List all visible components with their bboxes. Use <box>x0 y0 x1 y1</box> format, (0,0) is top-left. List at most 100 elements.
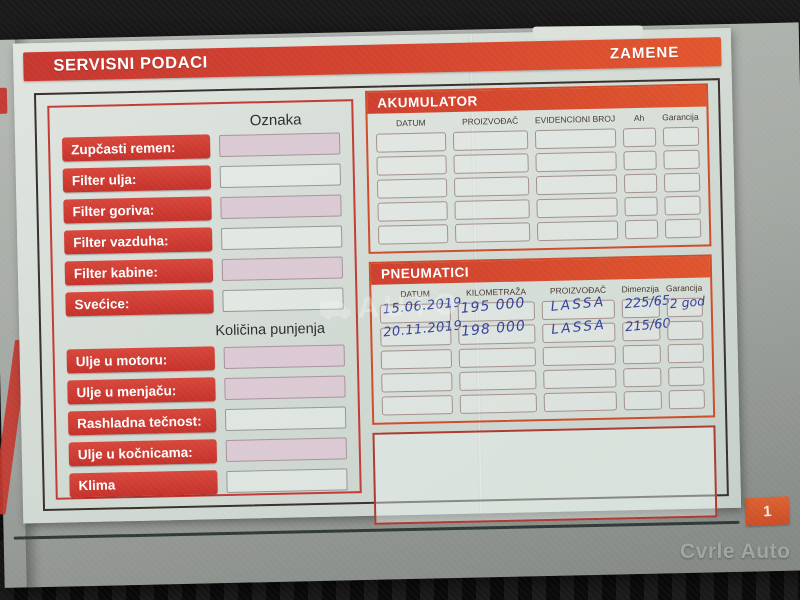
akumulator-cell <box>453 130 528 151</box>
akumulator-column-header: EVIDENCIONI BROJ <box>534 113 616 126</box>
field-value-box <box>224 406 347 432</box>
field-row: Filter kabine: <box>64 255 344 286</box>
field-label: Filter ulja: <box>62 165 212 193</box>
page-header-banner: SERVISNI PODACI ZAMENE <box>23 37 722 82</box>
field-value-box <box>221 256 344 282</box>
pneumatici-cell <box>543 368 617 390</box>
field-label: Filter goriva: <box>63 196 212 224</box>
akumulator-cell <box>376 155 448 176</box>
pneumatici-cell <box>668 389 705 410</box>
pneumatici-cell <box>381 395 454 416</box>
banner-right-label: ZAMENE <box>609 44 680 63</box>
akumulator-column-header: DATUM <box>395 117 426 129</box>
page-title: SERVISNI PODACI <box>53 53 209 75</box>
field-row: Zupčasti remen: <box>61 131 341 162</box>
handwritten-entry: 215/60 <box>624 316 672 336</box>
pneumatici-column-header: Garancija <box>665 282 703 294</box>
field-value-box <box>220 194 342 220</box>
akumulator-cell <box>535 197 619 219</box>
pneumatici-cell: 198 000 <box>458 318 536 345</box>
akumulator-cell <box>455 222 530 243</box>
notes-empty-box <box>372 425 718 525</box>
field-row: Svećice: <box>65 286 344 317</box>
akumulator-cell <box>625 219 658 240</box>
battery-table: DATUM PROIZVOĐAČ EVIDENCIONI BROJ Ah Garanci… <box>375 111 702 245</box>
pneumatici-cell <box>623 367 662 388</box>
akumulator-cell <box>662 149 700 170</box>
handwritten-entry: 2 god <box>668 293 706 312</box>
field-label: Rashladna tečnost: <box>67 408 217 436</box>
pneumatici-cell: 215/60 <box>622 316 672 342</box>
akumulator-cell <box>664 218 702 239</box>
previous-page-fragment <box>0 87 8 114</box>
battery-table-box: AKUMULATOR DATUM PROIZVOĐAČ EVIDENCIONI BR… <box>364 83 712 254</box>
field-label: Filter kabine: <box>64 258 214 286</box>
akumulator-column-header: Garancija <box>662 111 699 123</box>
akumulator-cell <box>454 176 529 197</box>
pneumatici-cell <box>459 393 538 414</box>
pneumatici-cell <box>459 370 537 391</box>
field-row: Ulje u motoru: <box>66 343 345 374</box>
field-value-box <box>226 468 348 494</box>
service-book-page: SERVISNI PODACI ZAMENE Oznaka Zupčasti r… <box>12 25 742 525</box>
handwritten-entry: 225/65 <box>624 293 672 313</box>
field-label: Klima <box>69 470 218 498</box>
akumulator-cell <box>623 150 657 171</box>
field-row: Klima <box>69 467 348 498</box>
akumulator-cell <box>377 201 449 222</box>
tyres-table: DATUM KILOMETRAŽA PROIZVOĐAČ Dimenzija Garan… <box>379 283 705 416</box>
akumulator-cell <box>534 151 618 173</box>
akumulator-cell <box>534 128 617 150</box>
page-number-badge: 1 <box>744 496 790 527</box>
akumulator-cell <box>624 173 657 194</box>
akumulator-cell <box>536 220 619 242</box>
content-frame: Oznaka Zupčasti remen: Filter ulja: Filter… <box>33 78 729 525</box>
field-value-box <box>219 163 342 189</box>
fluids-rows: Ulje u motoru: Ulje u menjaču: Rashladna t… <box>66 343 348 498</box>
field-label: Ulje u motoru: <box>66 346 216 374</box>
field-value-box <box>220 225 343 251</box>
akumulator-cell <box>623 127 656 148</box>
field-row: Filter ulja: <box>62 162 342 193</box>
service-booklet: 1 SERVISNI PODACI ZAMENE Oznaka Zupčasti… <box>0 10 800 594</box>
pneumatici-cell <box>622 344 661 365</box>
akumulator-cell <box>377 224 449 245</box>
handwritten-entry: LASSA <box>550 293 607 315</box>
pneumatici-cell <box>667 343 704 364</box>
pneumatici-cell <box>667 366 705 387</box>
pneumatici-cell <box>543 391 618 413</box>
pneumatici-cell <box>381 372 453 393</box>
pneumatici-cell: 20.11.2019 <box>380 318 463 347</box>
akumulator-cell <box>663 195 701 216</box>
field-value-box <box>218 132 341 158</box>
akumulator-cell <box>663 172 701 193</box>
pneumatici-cell <box>458 347 537 368</box>
fill-quantity-header: Količina punjenja <box>215 320 326 340</box>
field-row: Ulje u menjaču: <box>67 374 346 405</box>
pneumatici-cell: 2 god <box>666 293 705 318</box>
akumulator-cell <box>535 174 618 196</box>
field-row: Ulje u kočnicama: <box>68 436 348 467</box>
field-row: Filter vazduha: <box>63 224 343 255</box>
field-label: Zupčasti remen: <box>61 134 211 162</box>
akumulator-cell <box>624 196 658 217</box>
page-edge-highlight <box>532 25 643 39</box>
service-fields-panel: Oznaka Zupčasti remen: Filter ulja: Filter… <box>47 99 362 500</box>
field-value-box <box>222 287 344 313</box>
pneumatici-cell: LASSA <box>542 317 616 344</box>
pneumatici-cell <box>542 345 617 367</box>
akumulator-column-header: PROIZVOĐAČ <box>461 115 519 127</box>
tyres-table-box: PNEUMATICI DATUM KILOMETRAŽA PROIZVOĐAČ Dim… <box>368 254 716 425</box>
parts-rows: Zupčasti remen: Filter ulja: Filter goriva… <box>61 131 344 317</box>
pneumatici-cell: 225/65 <box>621 293 671 319</box>
site-watermark: Cvrle Auto <box>680 540 791 563</box>
akumulator-column-header: Ah <box>633 112 645 124</box>
handwritten-entry: LASSA <box>550 316 607 338</box>
pneumatici-cell <box>666 320 704 341</box>
field-label: Ulje u kočnicama: <box>68 439 218 467</box>
field-row: Rashladna tečnost: <box>67 405 347 436</box>
akumulator-cell <box>662 126 700 147</box>
akumulator-cell <box>376 178 448 199</box>
field-value-box <box>225 437 348 463</box>
